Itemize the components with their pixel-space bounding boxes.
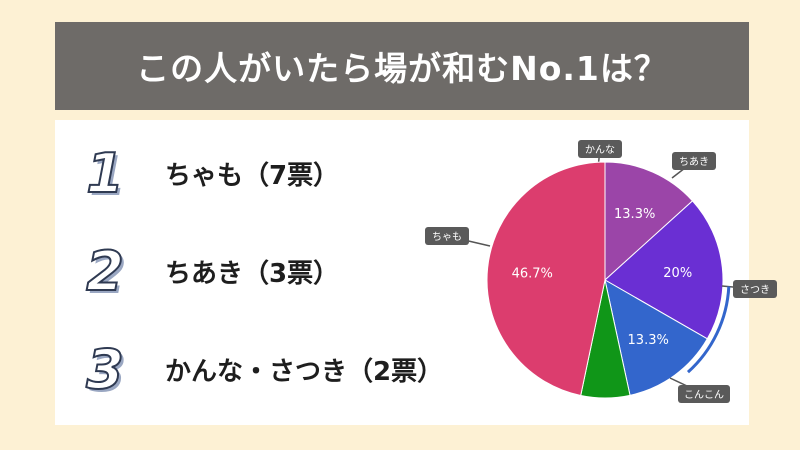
slice-callout: ちゃも xyxy=(425,227,491,247)
slice-callout: こんこん xyxy=(669,377,730,403)
slice-percent-label: 20% xyxy=(663,266,692,281)
rank-number: 3 xyxy=(85,337,125,402)
rank-label: ちゃも（7票） xyxy=(165,161,340,191)
page-title: この人がいたら場が和むNo.1は？ xyxy=(136,49,668,88)
rank-number: 1 xyxy=(85,141,125,206)
slice-callout: ちあき xyxy=(671,152,716,179)
slice-name-label: こんこん xyxy=(684,389,724,401)
slice-name-label: ちゃも xyxy=(432,231,462,243)
pie-slice xyxy=(604,279,708,396)
slice-name-label: かんな xyxy=(585,144,615,156)
rank-label: かんな・さつき（2票） xyxy=(165,357,444,387)
slice-name-label: ちあき xyxy=(679,156,709,168)
slice-percent-label: 13.3% xyxy=(614,207,655,222)
rank-row-3: 3 かんな・さつき（2票） xyxy=(75,337,444,402)
pie-slice xyxy=(604,161,694,282)
slice-highlight-arc xyxy=(686,286,731,374)
pie-slice xyxy=(604,200,724,340)
rank-row-2: 2 ちあき（3票） xyxy=(75,239,340,304)
rank-label: ちあき（3票） xyxy=(165,259,340,289)
rank-row-1: 1 ちゃも（7票） xyxy=(75,141,340,206)
slice-percent-label: 46.7% xyxy=(512,266,553,281)
rank-number: 2 xyxy=(85,239,125,304)
slice-callout: さつき xyxy=(721,280,777,298)
slice-name-label: さつき xyxy=(740,284,770,296)
slice-percent-label: 13.3% xyxy=(628,333,669,348)
title-banner: この人がいたら場が和むNo.1は？ xyxy=(55,22,749,110)
pie-slice xyxy=(486,161,606,397)
